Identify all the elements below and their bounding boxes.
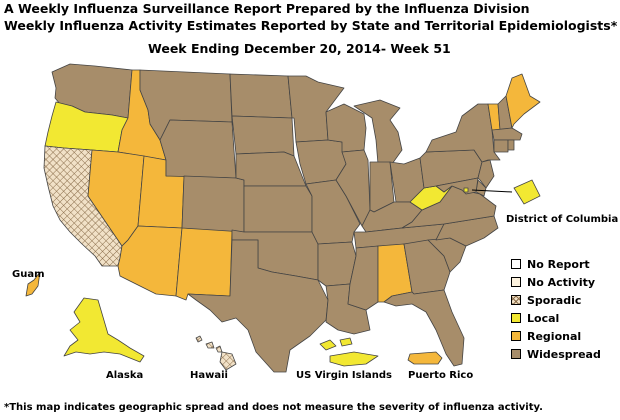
legend-item-widespread: Widespread	[511, 345, 601, 363]
legend-label: Regional	[527, 329, 582, 343]
state-north-dakota	[229, 73, 293, 119]
state-michigan	[353, 99, 403, 165]
legend-swatch	[511, 277, 521, 287]
week-label: Week Ending December 20, 2014- Week 51	[148, 41, 451, 56]
state-connecticut	[493, 139, 509, 153]
state-alaska	[63, 297, 145, 363]
legend-label: Local	[527, 311, 560, 325]
state-puerto-rico	[407, 351, 443, 365]
legend-swatch	[511, 313, 521, 323]
state-maine	[505, 73, 541, 129]
legend-label: No Report	[527, 257, 590, 271]
legend-item-regional: Regional	[511, 327, 601, 345]
dc-leader-line	[471, 189, 513, 193]
state-florida	[383, 289, 465, 367]
state-massachusetts	[491, 127, 523, 141]
state-rhode-island	[507, 139, 515, 151]
legend-swatch	[511, 295, 521, 305]
state-guam	[25, 271, 41, 297]
guam-label: Guam	[12, 269, 45, 280]
state-south-dakota	[231, 115, 295, 157]
pr-label: Puerto Rico	[408, 370, 474, 381]
alaska-label: Alaska	[106, 370, 144, 381]
legend-label: Widespread	[527, 347, 601, 361]
state-district-of-columbia	[463, 187, 469, 193]
state-us-virgin-islands	[319, 337, 379, 367]
legend-item-sporadic: Sporadic	[511, 291, 601, 309]
state-nebraska	[235, 151, 307, 187]
vi-label: US Virgin Islands	[296, 370, 392, 381]
dc-inset	[513, 179, 541, 205]
legend: No Report No Activity Sporadic Local Reg…	[511, 255, 601, 363]
state-texas	[187, 239, 329, 373]
hawaii-label: Hawaii	[190, 370, 228, 381]
report-subtitle: Weekly Influenza Activity Estimates Repo…	[4, 18, 618, 33]
state-new-mexico	[175, 227, 233, 301]
legend-item-no-activity: No Activity	[511, 273, 601, 291]
state-arkansas	[317, 241, 357, 287]
legend-label: No Activity	[527, 275, 596, 289]
state-kansas	[243, 185, 313, 233]
legend-item-local: Local	[511, 309, 601, 327]
state-wyoming	[159, 119, 237, 179]
report-title: A Weekly Influenza Surveillance Report P…	[4, 1, 530, 16]
legend-swatch	[511, 259, 521, 269]
legend-label: Sporadic	[527, 293, 582, 307]
dc-label: District of Columbia	[506, 214, 619, 225]
legend-swatch	[511, 331, 521, 341]
legend-item-no-report: No Report	[511, 255, 601, 273]
state-colorado	[181, 175, 245, 233]
legend-swatch	[511, 349, 521, 359]
state-hawaii	[195, 335, 237, 371]
footnote: *This map indicates geographic spread an…	[4, 402, 543, 413]
